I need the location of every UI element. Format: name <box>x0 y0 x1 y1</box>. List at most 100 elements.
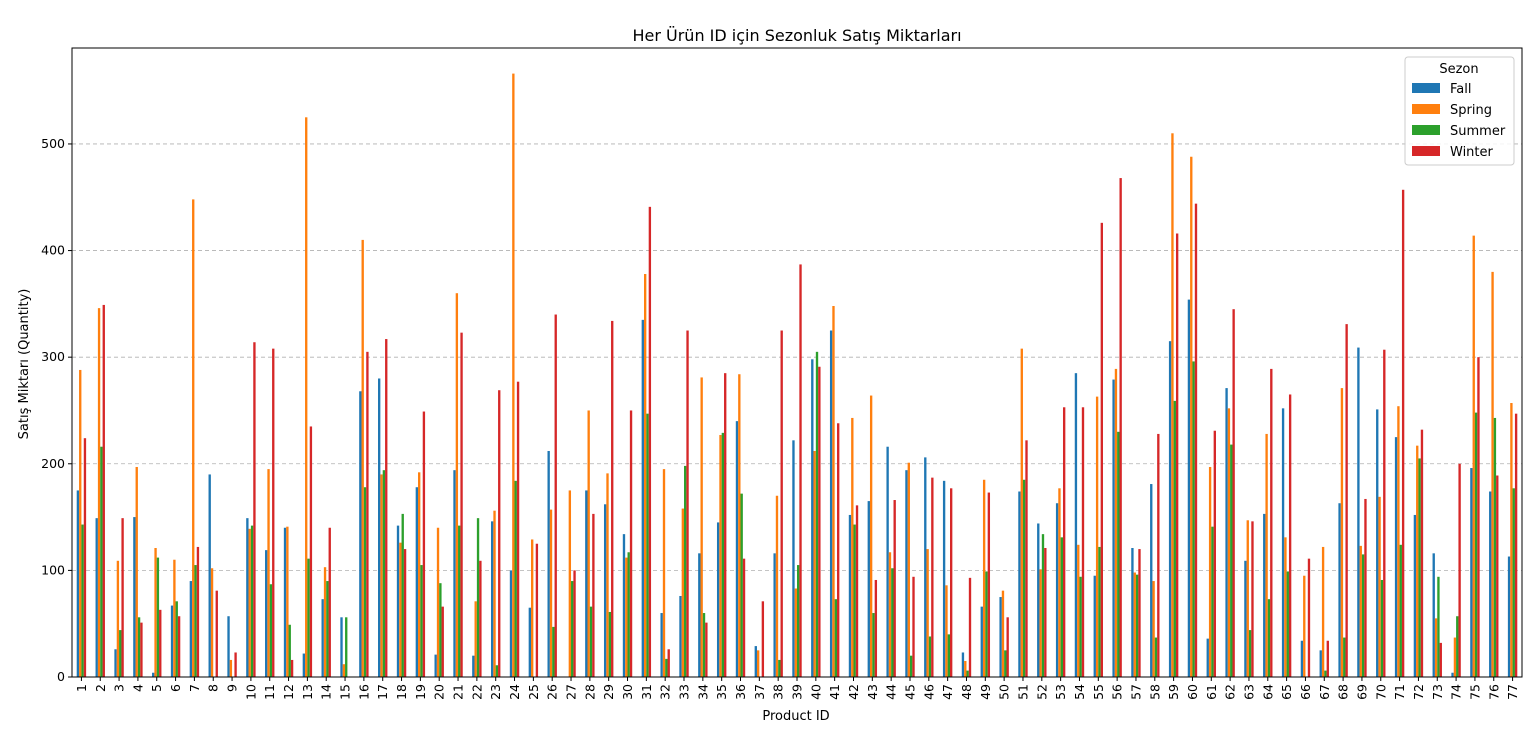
bar-fall-56 <box>1112 379 1115 677</box>
bar-fall-38 <box>773 553 776 677</box>
bar-summer-40 <box>815 351 819 677</box>
bar-winter-2 <box>102 304 105 677</box>
bar-spring-49 <box>982 479 986 677</box>
bar-summer-10 <box>250 525 254 677</box>
x-tick-label: 53 <box>1053 684 1068 700</box>
bar-fall-36 <box>735 421 739 677</box>
bar-summer-15 <box>345 617 348 677</box>
x-tick-label: 19 <box>413 684 428 700</box>
bar-fall-16 <box>359 391 362 677</box>
x-tick-label: 4 <box>130 684 145 692</box>
bar-spring-62 <box>1227 408 1231 677</box>
bar-spring-57 <box>1133 572 1136 677</box>
bar-winter-75 <box>1477 357 1480 677</box>
x-tick-label: 29 <box>601 684 616 700</box>
x-tick-label: 33 <box>677 684 692 700</box>
x-tick-label: 36 <box>733 684 748 700</box>
bar-fall-45 <box>905 470 908 677</box>
bar-winter-4 <box>140 622 143 677</box>
bar-fall-5 <box>152 672 155 677</box>
y-tick-label: 400 <box>41 243 65 258</box>
bar-winter-19 <box>422 411 426 677</box>
x-tick-label: 63 <box>1241 684 1256 700</box>
x-tick-label: 12 <box>281 684 296 700</box>
bar-spring-26 <box>549 509 553 677</box>
bar-spring-38 <box>775 495 779 677</box>
bar-winter-28 <box>592 513 595 677</box>
bar-winter-61 <box>1213 430 1216 677</box>
bar-fall-29 <box>603 504 607 677</box>
bar-summer-75 <box>1474 412 1478 677</box>
bar-spring-48 <box>964 661 967 677</box>
bar-winter-23 <box>498 390 501 677</box>
bar-winter-24 <box>516 381 520 677</box>
bar-spring-14 <box>323 567 327 677</box>
bar-summer-7 <box>194 565 197 677</box>
bar-spring-27 <box>568 490 572 677</box>
bar-spring-19 <box>418 472 421 677</box>
bar-summer-46 <box>928 636 932 677</box>
bar-fall-46 <box>924 457 927 677</box>
x-tick-label: 43 <box>865 684 880 700</box>
bar-spring-50 <box>1001 590 1005 677</box>
bar-summer-61 <box>1211 526 1214 677</box>
bar-summer-12 <box>288 624 291 677</box>
bar-summer-28 <box>589 606 593 677</box>
legend-label-winter: Winter <box>1450 145 1494 160</box>
bar-fall-59 <box>1168 341 1172 677</box>
x-tick-label: 20 <box>432 684 447 700</box>
bar-summer-14 <box>326 581 329 677</box>
bar-winter-20 <box>441 606 444 677</box>
bar-fall-51 <box>1018 491 1021 677</box>
bar-summer-74 <box>1456 616 1459 677</box>
x-tick-label: 18 <box>394 684 409 700</box>
legend: Sezon Fall Spring Summer Winter <box>1404 56 1515 166</box>
bar-fall-15 <box>340 617 343 677</box>
bar-summer-21 <box>458 525 461 677</box>
legend-swatch-summer <box>1412 125 1440 135</box>
bar-fall-67 <box>1319 650 1322 677</box>
bar-spring-47 <box>945 585 948 677</box>
bar-fall-62 <box>1225 388 1228 677</box>
bar-fall-21 <box>453 470 456 677</box>
bar-fall-60 <box>1187 299 1191 677</box>
legend-label-spring: Spring <box>1450 103 1492 118</box>
x-tick-label: 28 <box>582 684 597 700</box>
bar-fall-12 <box>283 527 287 677</box>
bars-group <box>76 73 1518 678</box>
bar-spring-60 <box>1190 156 1193 678</box>
bar-fall-23 <box>490 521 494 677</box>
bar-spring-29 <box>606 473 609 677</box>
bar-summer-16 <box>363 487 367 677</box>
bar-summer-73 <box>1437 576 1440 677</box>
x-tick-label: 1 <box>74 684 89 692</box>
bar-winter-65 <box>1288 394 1292 677</box>
bar-summer-22 <box>476 518 480 677</box>
bar-summer-5 <box>156 557 160 677</box>
bar-spring-22 <box>474 601 477 677</box>
bar-spring-66 <box>1303 575 1306 677</box>
bar-spring-54 <box>1077 544 1080 677</box>
x-tick-label: 34 <box>695 684 710 700</box>
bar-winter-12 <box>290 659 294 677</box>
bar-spring-34 <box>700 377 703 677</box>
bar-winter-21 <box>460 332 463 677</box>
x-tick-label: 59 <box>1166 684 1181 700</box>
bar-summer-67 <box>1324 670 1327 677</box>
legend-title: Sezon <box>1439 62 1478 77</box>
bar-spring-4 <box>135 466 138 677</box>
bar-summer-45 <box>909 655 913 677</box>
bar-fall-14 <box>321 599 324 677</box>
bar-summer-17 <box>382 470 386 677</box>
bar-summer-52 <box>1041 534 1045 677</box>
y-axis-label: Satış Miktarı (Quantity) <box>17 289 32 440</box>
bar-summer-20 <box>439 583 442 677</box>
bar-spring-40 <box>813 450 816 677</box>
bar-winter-22 <box>479 560 482 677</box>
bar-fall-61 <box>1206 638 1209 677</box>
x-tick-label: 68 <box>1336 684 1351 700</box>
bar-winter-17 <box>385 339 388 677</box>
y-tick-label: 500 <box>41 136 65 151</box>
bar-summer-35 <box>721 432 725 677</box>
